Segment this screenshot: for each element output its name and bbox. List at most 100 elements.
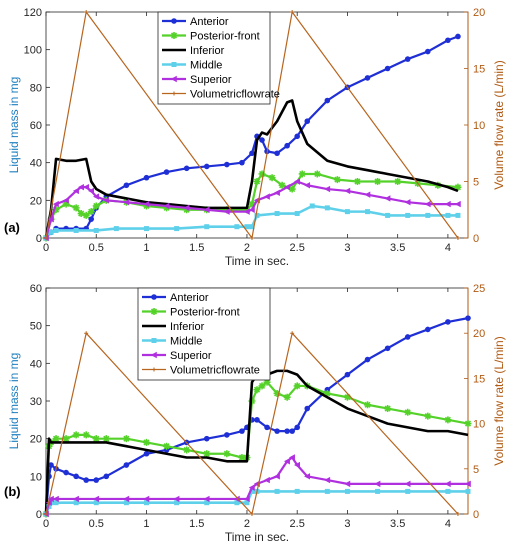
chart-panel-a: 0 0.5 1 1.5 2 2.5 3 3.5 402040608010012005101520… bbox=[4, 7, 506, 268]
x-tick-label: 2.5 bbox=[290, 242, 305, 254]
data-point-posterior_front bbox=[374, 178, 382, 185]
y-tick-label: 20 bbox=[30, 195, 42, 207]
data-point-posterior_front bbox=[142, 202, 150, 210]
data-point-middle bbox=[324, 205, 330, 211]
x-tick-label: 1 bbox=[143, 518, 149, 530]
data-point-volumetricflowrate bbox=[249, 512, 254, 516]
data-point-anterior bbox=[93, 477, 100, 483]
data-point-superior bbox=[52, 495, 59, 503]
data-point-superior bbox=[123, 199, 130, 206]
legend-marker-volumetricflowrate bbox=[152, 367, 156, 372]
data-point-superior bbox=[263, 193, 270, 200]
data-point-superior bbox=[364, 191, 371, 198]
data-point-superior bbox=[77, 183, 84, 191]
data-point-volumetricflowrate bbox=[455, 512, 460, 516]
data-point-anterior bbox=[73, 473, 79, 480]
series-line-inferior bbox=[44, 99, 459, 239]
data-point-superior bbox=[52, 200, 59, 208]
y2-tick-label: 20 bbox=[473, 328, 485, 340]
y-tick-label: 0 bbox=[36, 509, 42, 521]
data-point-middle bbox=[254, 212, 260, 218]
data-point-posterior_front bbox=[122, 435, 130, 443]
data-point-posterior_front bbox=[323, 389, 331, 397]
series-posterior_front bbox=[42, 378, 472, 518]
y2-tick-label: 0 bbox=[473, 233, 479, 245]
chart-panel-b: 0 0.5 1 1.5 2 2.5 3 3.5 401020304050600510152025… bbox=[4, 283, 506, 544]
data-point-posterior_front bbox=[364, 401, 372, 409]
data-point-volumetricflowrate bbox=[290, 10, 295, 14]
data-point-posterior_front bbox=[404, 408, 412, 416]
x-tick-label: 3.5 bbox=[390, 242, 405, 254]
data-point-posterior_front bbox=[87, 208, 95, 216]
y2-axis-label: Volume flow rate (L/min) bbox=[492, 60, 506, 189]
data-point-anterior bbox=[259, 137, 265, 143]
legend: Anterior Posterior-front Inferior Middle Sup… bbox=[137, 287, 271, 381]
data-point-anterior bbox=[183, 165, 190, 172]
data-point-anterior bbox=[284, 428, 290, 434]
data-point-posterior_front bbox=[243, 206, 251, 214]
x-tick-label: 2.5 bbox=[290, 518, 305, 530]
data-point-middle bbox=[234, 224, 240, 230]
data-point-anterior bbox=[324, 97, 331, 104]
data-point-superior bbox=[203, 206, 210, 213]
data-point-anterior bbox=[404, 56, 411, 62]
data-point-superior bbox=[248, 484, 255, 491]
data-point-middle bbox=[249, 488, 255, 494]
data-point-posterior_front bbox=[72, 204, 80, 212]
x-tick-label: 2 bbox=[244, 518, 250, 530]
data-point-middle bbox=[274, 211, 280, 217]
data-point-superior bbox=[424, 200, 431, 208]
series-posterior_front bbox=[42, 170, 462, 242]
y-tick-label: 80 bbox=[30, 82, 42, 94]
data-point-anterior bbox=[83, 477, 89, 483]
x-tick-label: 1.5 bbox=[189, 518, 204, 530]
data-point-anterior bbox=[143, 174, 150, 181]
data-point-posterior_front bbox=[92, 202, 100, 210]
y2-tick-label: 15 bbox=[473, 64, 485, 76]
data-point-posterior_front bbox=[92, 435, 100, 443]
data-point-volumetricflowrate bbox=[44, 512, 48, 516]
x-tick-label: 0 bbox=[43, 518, 49, 530]
data-point-middle bbox=[375, 488, 381, 494]
data-point-anterior bbox=[384, 345, 391, 352]
legend-box bbox=[137, 287, 271, 381]
data-point-posterior_front bbox=[253, 386, 261, 394]
data-point-middle bbox=[445, 212, 451, 218]
data-point-posterior_front bbox=[223, 206, 231, 214]
x-tick-label: 3 bbox=[344, 242, 350, 254]
data-point-superior bbox=[163, 202, 170, 210]
series-superior bbox=[42, 454, 471, 518]
data-point-posterior_front bbox=[142, 438, 150, 446]
data-point-middle bbox=[204, 224, 210, 230]
y-tick-label: 10 bbox=[30, 471, 42, 483]
data-point-anterior bbox=[249, 150, 255, 157]
data-point-posterior_front bbox=[223, 450, 231, 458]
data-point-middle bbox=[445, 488, 451, 494]
x-tick-label: 4 bbox=[445, 242, 451, 254]
data-point-posterior_front bbox=[52, 206, 60, 214]
data-point-anterior bbox=[384, 65, 391, 72]
series-line-superior bbox=[44, 456, 468, 515]
data-point-superior bbox=[88, 187, 95, 195]
x-tick-label: 0 bbox=[43, 242, 49, 254]
data-point-superior bbox=[404, 199, 411, 206]
data-point-superior bbox=[344, 480, 351, 488]
series-line-middle bbox=[44, 490, 468, 515]
legend-marker-anterior bbox=[171, 18, 177, 24]
data-point-middle bbox=[455, 212, 461, 218]
data-point-superior bbox=[344, 187, 351, 195]
y2-tick-label: 20 bbox=[473, 7, 485, 19]
data-point-posterior_front bbox=[313, 170, 321, 178]
data-point-anterior bbox=[239, 159, 245, 166]
legend-marker-posterior_front bbox=[150, 308, 158, 315]
data-point-middle bbox=[234, 500, 240, 506]
data-point-posterior_front bbox=[203, 450, 211, 458]
data-point-anterior bbox=[465, 315, 471, 321]
data-point-anterior bbox=[274, 150, 280, 157]
data-point-posterior_front bbox=[394, 178, 402, 185]
data-point-superior bbox=[283, 183, 290, 191]
x-tick-label: 1.5 bbox=[189, 242, 204, 254]
y-tick-label: 40 bbox=[30, 158, 42, 170]
data-point-superior bbox=[304, 473, 311, 480]
y2-tick-label: 25 bbox=[473, 283, 485, 295]
